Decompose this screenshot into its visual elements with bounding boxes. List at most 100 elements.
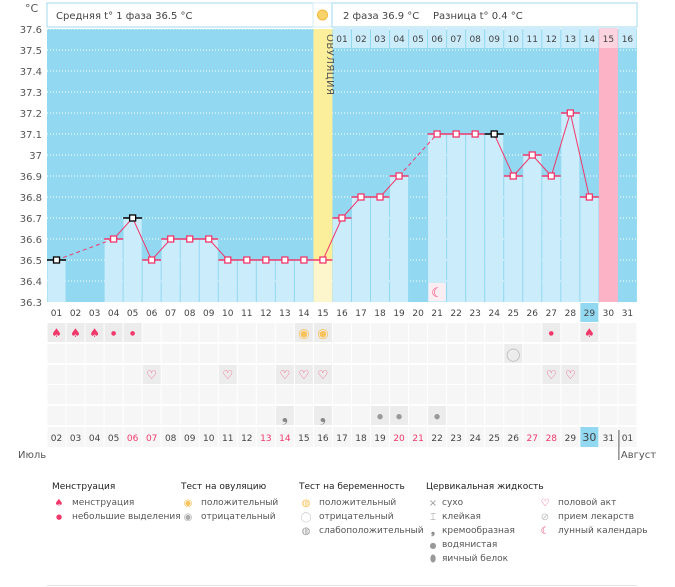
mark-cell bbox=[332, 406, 351, 425]
bottom-divider bbox=[47, 585, 637, 586]
y-tick-label: 36.7 bbox=[20, 214, 42, 225]
date-label: 16 bbox=[317, 434, 329, 444]
mark-cell bbox=[599, 344, 618, 363]
temperature-bar bbox=[161, 239, 180, 302]
mark-cell bbox=[85, 365, 104, 384]
pregnancy-weak-icon: ◍ bbox=[301, 525, 311, 537]
date-label: 07 bbox=[146, 434, 157, 444]
mark-cell bbox=[199, 406, 218, 425]
temperature-bar bbox=[218, 260, 237, 302]
date-cell bbox=[504, 427, 523, 447]
y-tick-label: 37.1 bbox=[20, 130, 42, 141]
date-cell bbox=[542, 427, 561, 447]
mark-cell bbox=[313, 406, 332, 425]
date-label: 30 bbox=[582, 431, 596, 444]
temperature-chart: °C Средняя t° 1 фаза 36.5 °C 2 фаза 36.9… bbox=[18, 2, 656, 461]
legend-cervical-fluid: Цервикальная жидкость × сухо ⌶ клейкая ❟ кр… bbox=[426, 482, 544, 566]
ovu-pos-icon: ◉ bbox=[317, 327, 328, 342]
pregnancy-negative-icon: ◯ bbox=[300, 511, 312, 523]
mark-cell bbox=[237, 365, 256, 384]
date-cell bbox=[485, 427, 504, 447]
cycle-day-label: 19 bbox=[393, 309, 405, 319]
creamy-icon: ❟ bbox=[320, 407, 326, 426]
date-cell bbox=[523, 427, 542, 447]
mark-cell bbox=[466, 385, 485, 404]
temperature-point bbox=[585, 193, 594, 201]
y-tick-label: 37 bbox=[29, 151, 42, 162]
mark-cell bbox=[66, 365, 85, 384]
mark-cell bbox=[523, 323, 542, 342]
ovulation-column bbox=[313, 29, 333, 302]
mark-cell bbox=[466, 344, 485, 363]
date-label: 13 bbox=[260, 434, 271, 444]
mark-cell bbox=[332, 365, 351, 384]
mark-cell bbox=[199, 323, 218, 342]
cycle-day-header: 16 bbox=[622, 35, 634, 45]
mark-cell bbox=[142, 365, 161, 384]
temperature-point bbox=[243, 256, 251, 264]
mark-cell bbox=[218, 406, 237, 425]
mark-cell bbox=[371, 323, 390, 342]
mark-cell bbox=[504, 406, 523, 425]
cycle-day-header: 03 bbox=[374, 35, 385, 45]
mark-cell bbox=[351, 365, 371, 384]
date-label: 25 bbox=[488, 434, 499, 444]
legend-item: сухо bbox=[442, 498, 464, 508]
cycle-day-label: 08 bbox=[184, 309, 196, 319]
date-cell bbox=[561, 427, 580, 447]
cycle-day-header-cell bbox=[561, 28, 580, 48]
date-cell bbox=[256, 427, 275, 447]
heart-icon: ♡ bbox=[540, 497, 550, 509]
mark-cell bbox=[218, 323, 237, 342]
moon-icon: ☾ bbox=[540, 525, 550, 537]
cycle-day-header-cell bbox=[618, 28, 637, 48]
mark-cell bbox=[294, 385, 313, 404]
mark-cell bbox=[466, 365, 485, 384]
temperature-point bbox=[281, 256, 289, 264]
date-cell bbox=[142, 427, 161, 447]
y-tick-label: 36.8 bbox=[20, 193, 42, 204]
date-cell bbox=[371, 427, 390, 447]
mark-cell bbox=[161, 323, 180, 342]
legend-item: половой акт bbox=[558, 498, 617, 508]
mark-cell bbox=[104, 385, 123, 404]
date-label: 29 bbox=[565, 434, 577, 444]
mark-cell bbox=[428, 385, 447, 404]
cycle-day-header: 15 bbox=[603, 35, 614, 45]
mark-cell bbox=[618, 344, 637, 363]
mark-cell bbox=[104, 365, 123, 384]
temperature-point bbox=[338, 214, 346, 222]
mark-cell bbox=[161, 365, 180, 384]
mark-cell bbox=[180, 365, 199, 384]
cycle-day-label: 23 bbox=[469, 309, 480, 319]
pregnancy-positive-icon: ◍ bbox=[301, 497, 311, 509]
mark-cell bbox=[485, 385, 504, 404]
temperature-point bbox=[148, 256, 156, 264]
cycle-day-header-cell bbox=[351, 28, 371, 48]
cycle-day-label: 21 bbox=[431, 309, 442, 319]
mark-cell bbox=[409, 406, 428, 425]
cycle-day-label: 11 bbox=[241, 309, 252, 319]
mark-cell bbox=[428, 406, 447, 425]
mark-cell bbox=[409, 344, 428, 363]
mark-cell bbox=[275, 385, 294, 404]
temperature-line bbox=[550, 112, 571, 177]
mark-cell bbox=[371, 365, 390, 384]
cycle-day-header-cell bbox=[409, 28, 428, 48]
legend-item: водянистая bbox=[442, 540, 498, 550]
legend-item: клейкая bbox=[442, 512, 481, 522]
temperature-point bbox=[224, 256, 232, 264]
mark-cell bbox=[580, 323, 599, 342]
cycle-day-label: 15 bbox=[317, 309, 328, 319]
date-cell bbox=[294, 427, 313, 447]
date-cell bbox=[85, 427, 104, 447]
mark-cell bbox=[351, 406, 371, 425]
mark-cell bbox=[66, 385, 85, 404]
mark-cell bbox=[199, 344, 218, 363]
mark-cell bbox=[542, 365, 561, 384]
date-label: 31 bbox=[603, 434, 614, 444]
date-cell bbox=[599, 427, 618, 447]
cycle-day-label: 28 bbox=[565, 309, 577, 319]
cycle-day-header-cell bbox=[599, 28, 618, 48]
mark-cell bbox=[256, 323, 275, 342]
